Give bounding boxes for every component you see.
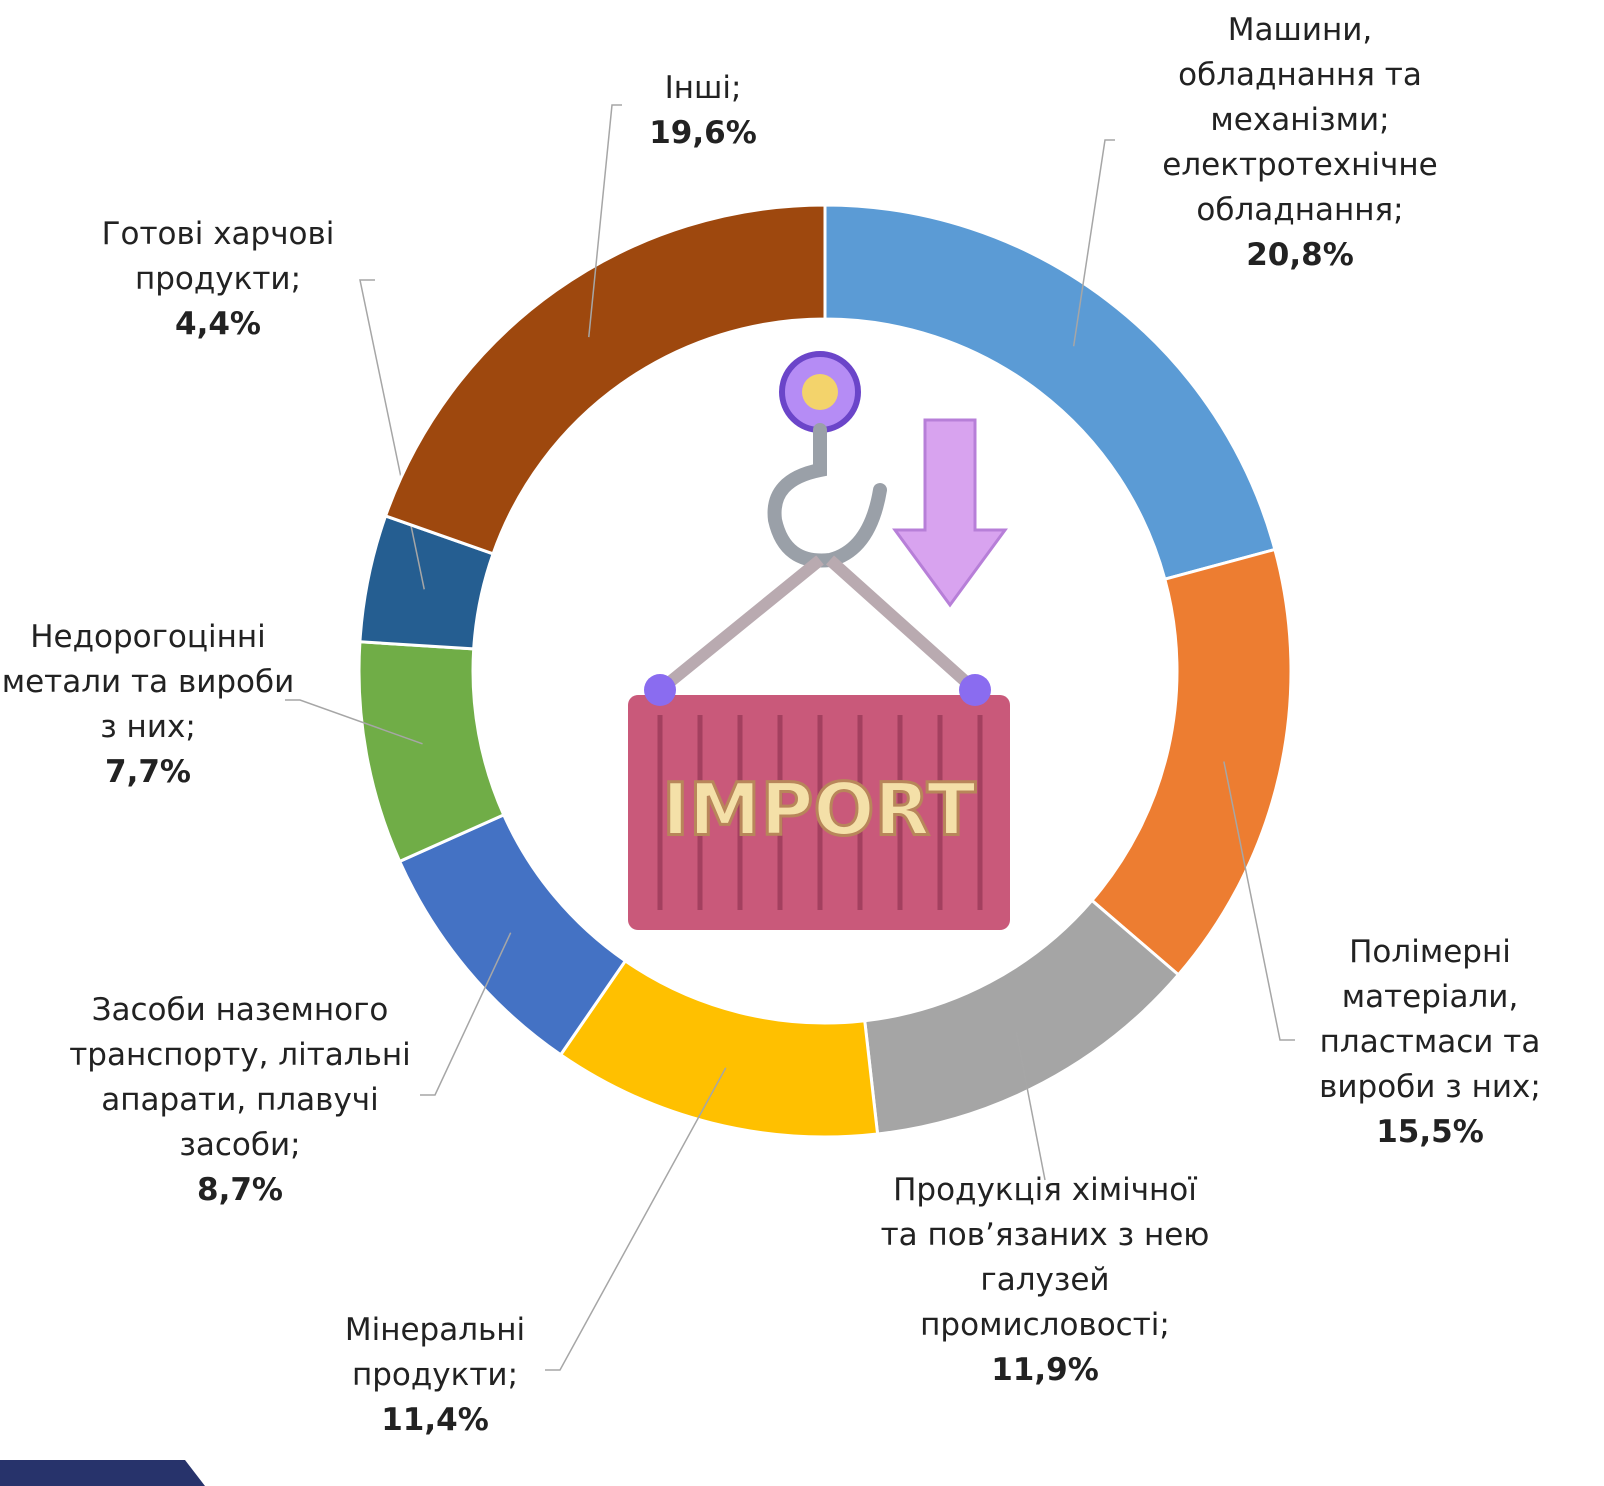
data-label: Машини, обладнання та механізми; електро…: [1130, 8, 1470, 278]
data-label: Засоби наземного транспорту, літальні ап…: [55, 988, 425, 1213]
data-label: Продукція хімічної та пов’язаних з нею г…: [880, 1168, 1210, 1393]
value-label: 7,7%: [0, 750, 298, 795]
data-label: Недорогоцінні метали та вироби з них;7,7…: [0, 615, 298, 795]
category-label: Недорогоцінні метали та вироби з них;: [0, 615, 298, 750]
value-label: 8,7%: [55, 1168, 425, 1213]
category-label: Готові харчові продукти;: [63, 212, 373, 302]
category-label: Продукція хімічної та пов’язаних з нею г…: [880, 1168, 1210, 1348]
page: IMPORT Машини, обладнання та механізми; …: [0, 0, 1604, 1486]
value-label: 19,6%: [598, 111, 808, 156]
donut-segment: [865, 900, 1179, 1134]
data-label: Полімерні матеріали, пластмаси та вироби…: [1285, 930, 1575, 1155]
center-label: IMPORT: [662, 768, 976, 852]
data-label: Мінеральні продукти;11,4%: [315, 1308, 555, 1443]
value-label: 11,4%: [315, 1398, 555, 1443]
corner-shape: [0, 1460, 205, 1486]
category-label: Машини, обладнання та механізми; електро…: [1130, 8, 1470, 233]
value-label: 4,4%: [63, 302, 373, 347]
category-label: Мінеральні продукти;: [315, 1308, 555, 1398]
donut-segment: [386, 205, 825, 554]
category-label: Інші;: [598, 66, 808, 111]
value-label: 15,5%: [1285, 1110, 1575, 1155]
category-label: Полімерні матеріали, пластмаси та вироби…: [1285, 930, 1575, 1110]
data-label: Інші;19,6%: [598, 66, 808, 156]
value-label: 20,8%: [1130, 233, 1470, 278]
center-icon: IMPORT: [628, 354, 1010, 930]
donut-segment: [1092, 549, 1291, 974]
data-label: Готові харчові продукти;4,4%: [63, 212, 373, 347]
category-label: Засоби наземного транспорту, літальні ап…: [55, 988, 425, 1168]
value-label: 11,9%: [880, 1348, 1210, 1393]
